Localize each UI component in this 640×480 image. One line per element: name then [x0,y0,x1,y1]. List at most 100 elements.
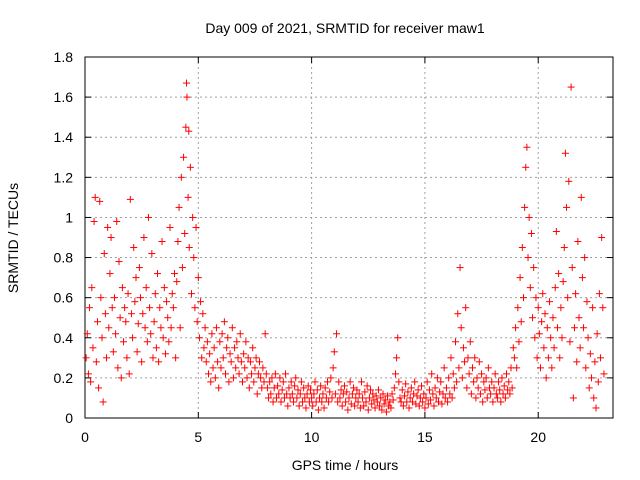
data-point [555,270,563,278]
data-point [130,244,138,252]
data-point [564,294,572,302]
data-point [567,83,575,91]
data-point [228,324,236,332]
data-point [538,318,546,326]
data-point [371,404,379,412]
data-point [391,370,399,378]
data-point [299,398,307,406]
data-point [448,394,456,402]
data-point [294,386,302,394]
data-point [197,298,205,306]
data-point [378,406,386,414]
data-point [394,334,402,342]
data-point [505,378,513,386]
data-point [357,378,365,386]
data-points [82,79,608,416]
data-point [329,364,337,372]
data-point [368,400,376,408]
y-tick-label: 1.6 [54,89,74,105]
data-point [475,358,483,366]
data-point [297,378,305,386]
data-point [560,244,568,252]
data-point [293,394,301,402]
data-point [139,310,147,318]
data-point [425,386,433,394]
data-point [467,390,475,398]
data-point [319,390,327,398]
data-point [121,304,129,312]
data-point [147,330,155,338]
data-point [203,338,211,346]
data-point [83,330,91,338]
data-point [148,250,156,258]
data-point [492,390,500,398]
data-point [581,254,589,262]
data-point [101,310,109,318]
data-point [144,213,152,221]
y-tick-label: 0.8 [54,250,74,266]
data-point [192,223,200,231]
data-point [572,290,580,298]
data-point [561,149,569,157]
data-point [501,394,509,402]
data-point [163,298,171,306]
data-point [132,274,140,282]
data-point [411,378,419,386]
data-point [521,203,529,211]
data-point [483,394,491,402]
data-point [292,374,300,382]
data-point [93,318,101,326]
data-point [414,386,422,394]
data-point [156,304,164,312]
data-point [112,330,120,338]
data-point [551,284,559,292]
data-point [303,390,311,398]
data-point [218,330,226,338]
data-point [309,402,317,410]
data-point [430,402,438,410]
data-point [471,354,479,362]
y-tick-label: 1.4 [54,129,74,145]
data-point [529,314,537,322]
data-point [167,324,175,332]
data-point [379,390,387,398]
data-point [594,378,602,386]
data-point [437,378,445,386]
data-point [591,358,599,366]
data-point [238,378,246,386]
data-point [257,374,265,382]
data-point [423,378,431,386]
data-point [384,392,392,400]
data-point [90,217,98,225]
data-point [265,394,273,402]
data-point [220,318,228,326]
data-point [261,330,269,338]
data-point [502,370,510,378]
data-point [550,344,558,352]
data-point [169,304,177,312]
data-point [447,354,455,362]
x-tick-label: 0 [81,429,89,445]
data-point [237,358,245,366]
data-point [389,396,397,404]
data-point [120,338,128,346]
data-point [97,294,105,302]
data-point [418,382,426,390]
data-point [517,318,525,326]
data-point [585,384,593,392]
data-point [427,396,435,404]
data-point [242,338,250,346]
data-point [464,354,472,362]
data-point [314,406,322,414]
data-point [152,344,160,352]
data-point [373,398,381,406]
data-point [431,384,439,392]
data-point [236,330,244,338]
data-point [552,227,560,235]
data-point [171,270,179,278]
data-point [320,404,328,412]
data-point [202,358,210,366]
data-point [205,370,213,378]
data-point [374,386,382,394]
